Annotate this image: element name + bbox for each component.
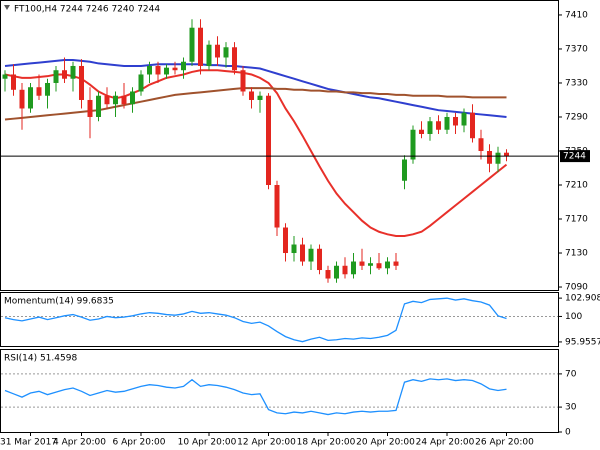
line-series [4,297,507,343]
candle-body [172,67,178,71]
candle-body [189,27,195,62]
x-tick-label: 31 Mar 2017 [0,438,57,448]
candle-body [147,65,152,75]
y-tick-label: 7170 [565,215,588,225]
pane-frame [0,0,559,291]
y-tick-label: 100 [565,312,582,322]
y-tick-label: 7330 [565,78,588,88]
x-tick-label: 10 Apr 20:00 [178,438,237,448]
y-tick-label: 30 [565,403,577,413]
candle-body [368,263,373,266]
y-tick-label: 70 [565,369,577,379]
x-tick-label: 24 Apr 20:00 [416,438,475,448]
candle-body [70,65,76,79]
candle-body [376,263,382,269]
candle-body [87,99,93,117]
candle-body [325,270,331,279]
line-series [4,69,508,238]
candle-body [461,112,467,126]
candle-body [393,261,399,266]
candle-body [45,82,50,96]
line-series [4,59,507,118]
x-tick-label: 12 Apr 20:00 [237,438,296,448]
candle-body [487,150,492,164]
candle-body [79,65,84,100]
candle-body [96,95,101,117]
candle-body [138,74,144,92]
last-price-box [560,150,590,163]
candle-body [436,121,441,130]
last-price-label: 7244 [563,152,586,162]
candle-body [240,70,246,92]
candle-body [257,95,263,100]
candle-body [155,65,161,75]
candle-body [359,261,365,266]
candle-body [215,44,220,58]
pane-title: FT100,H4 7244 7246 7240 7244 [14,5,160,15]
candle-body [444,116,450,130]
candle-body [266,95,271,186]
y-tick-label: 7210 [565,181,588,191]
pane-title: Momentum(14) 99.6835 [4,297,114,307]
title-icon [4,5,10,10]
candle-body [11,74,16,90]
candle-body [504,152,509,157]
y-tick-label: 95.9557 [565,337,600,347]
candle-body [470,112,475,139]
x-tick-label: 4 Apr 20:00 [53,438,106,448]
candle-body [2,74,8,79]
candle-body [206,44,212,66]
candle-body [113,95,118,105]
y-tick-label: 0 [565,428,571,438]
candle-body [334,265,339,279]
candle-body [351,261,356,275]
candle-body [121,95,127,105]
candle-body [342,265,348,275]
candle-body [385,261,390,269]
candle-body [300,244,305,262]
candle-body [453,116,458,126]
candle-body [164,67,169,75]
x-tick-label: 6 Apr 20:00 [113,438,166,448]
pane-frame [0,292,559,347]
candle-body [130,91,135,105]
y-tick-label: 7090 [565,283,588,293]
candle-body [198,27,203,66]
candle-body [19,89,25,109]
x-tick-label: 26 Apr 20:00 [475,438,534,448]
candle-body [410,129,416,160]
candle-body [478,138,484,151]
candle-body [308,248,314,262]
candle-body [402,159,407,181]
y-tick-label: 7410 [565,10,588,20]
candle-body [274,185,280,228]
candle-body [104,95,110,105]
candle-body [283,227,288,254]
pane-frame [0,349,559,433]
line-series [4,378,507,416]
candle-body [427,121,433,134]
pane-title: RSI(14) 51.4598 [4,354,77,364]
candle-body [317,248,322,271]
x-tick-label: 20 Apr 20:00 [356,438,415,448]
candle-body [53,70,59,83]
candle-body [249,91,254,100]
y-tick-label: 7290 [565,112,588,122]
candle-body [62,70,67,79]
candle-body [223,47,229,58]
y-tick-label: 7370 [565,44,588,54]
candle-body [232,47,237,71]
candle-body [495,152,501,164]
candle-body [36,87,42,96]
x-tick-label: 18 Apr 20:00 [297,438,356,448]
y-tick-label: 7130 [565,249,588,259]
candle-body [291,244,297,254]
candle-body [419,129,424,134]
candle-body [28,87,33,109]
y-tick-label: 102.9083 [565,294,600,304]
candle-body [181,61,186,71]
